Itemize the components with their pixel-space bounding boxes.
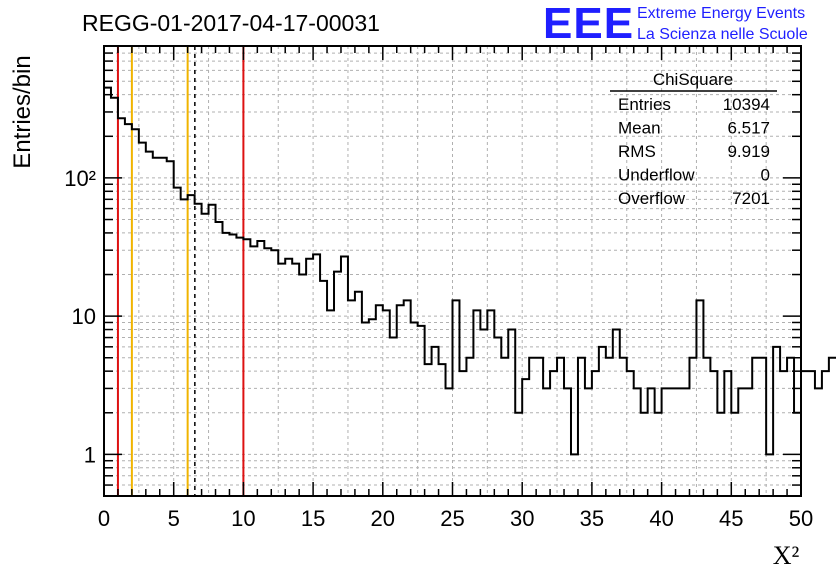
y-tick-label: 10 <box>72 304 96 329</box>
stats-row-value: 0 <box>761 166 770 185</box>
tick-labels: 0 5 10 15 20 25 30 35 40 45 50 1 10 10² <box>64 166 813 531</box>
cut-lines <box>116 46 245 496</box>
eee-logo: EEE Extreme Energy Events La Scienza nel… <box>543 2 833 46</box>
stats-row-label: Mean <box>618 119 661 138</box>
stats-row-value: 10394 <box>723 95 770 114</box>
x-tick-label: 25 <box>440 506 464 531</box>
histogram-series <box>104 86 836 456</box>
x-tick-label: 15 <box>301 506 325 531</box>
x-tick-label: 50 <box>789 506 813 531</box>
stats-row-label: Underflow <box>618 166 695 185</box>
x-tick-label: 10 <box>231 506 255 531</box>
stats-row-label: Overflow <box>618 189 686 208</box>
stats-row-label: RMS <box>618 142 656 161</box>
histogram-line <box>104 86 836 456</box>
eee-logo-line1: Extreme Energy Events <box>637 5 806 22</box>
x-tick-label: 30 <box>510 506 534 531</box>
grid-lines <box>104 46 801 496</box>
axis-ticks <box>103 46 802 496</box>
stats-row-value: 7201 <box>732 189 770 208</box>
stats-row-value: 9.919 <box>727 142 770 161</box>
x-tick-label: 35 <box>580 506 604 531</box>
x-tick-label: 5 <box>168 506 180 531</box>
stats-row-value: 6.517 <box>727 119 770 138</box>
eee-logo-line2: La Scienza nelle Scuole <box>637 26 808 43</box>
x-axis-label: X² <box>773 541 800 570</box>
stats-row-label: Entries <box>618 95 671 114</box>
y-axis-label: Entries/bin <box>9 55 36 168</box>
chart-title: REGG-01-2017-04-17-00031 <box>82 10 380 36</box>
eee-logo-mark: EEE <box>543 0 635 48</box>
stats-box: ChiSquare Entries 10394 Mean 6.517 RMS 9.919 U… <box>610 70 777 208</box>
stats-title: ChiSquare <box>653 70 733 89</box>
stats-rows: Entries 10394 Mean 6.517 RMS 9.919 Underflow 0 O… <box>618 95 770 208</box>
y-tick-label: 1 <box>84 442 96 467</box>
y-tick-label: 10² <box>64 166 96 191</box>
x-tick-label: 45 <box>719 506 743 531</box>
x-tick-label: 40 <box>649 506 673 531</box>
x-tick-label: 0 <box>98 506 110 531</box>
x-tick-label: 20 <box>371 506 395 531</box>
